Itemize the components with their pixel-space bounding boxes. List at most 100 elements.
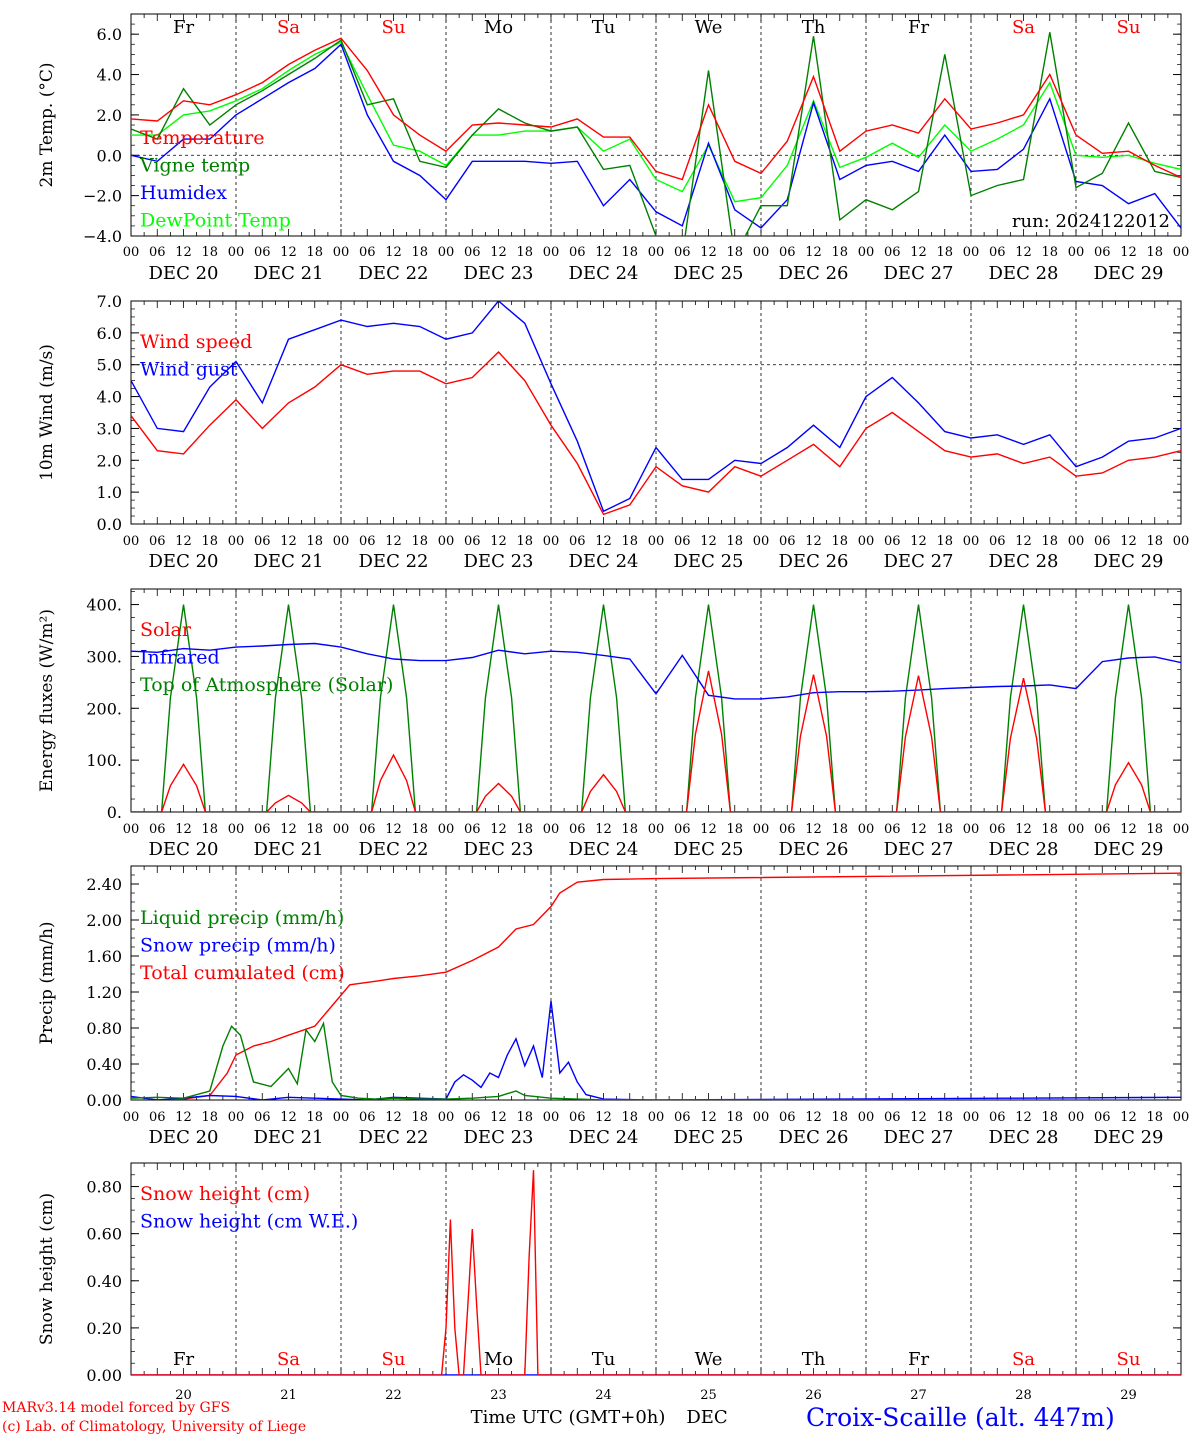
- hour-tick-label: 00: [1173, 534, 1190, 549]
- series-line-vigne-temp: [131, 32, 1181, 236]
- date-label: DEC 29: [1094, 263, 1164, 284]
- hour-tick-label: 18: [306, 534, 323, 549]
- date-label: DEC 29: [1094, 839, 1164, 860]
- hour-tick-label: 00: [858, 1110, 875, 1125]
- hour-tick-label: 18: [1146, 1110, 1163, 1125]
- hour-tick-label: 18: [201, 534, 218, 549]
- y-tick-label: 1.60: [86, 947, 122, 966]
- hour-tick-label: 18: [831, 534, 848, 549]
- panel-wind: 0.0 1.0 2.0 3.0 4.0 5.0 6.0 7.0 10m Wind (m/s) 00…: [37, 292, 1189, 572]
- hour-tick-label: 12: [175, 245, 192, 260]
- date-label: DEC 27: [884, 839, 954, 860]
- hour-tick-label: 00: [648, 534, 665, 549]
- hour-tick-label: 18: [1041, 822, 1058, 837]
- hour-tick-label: 06: [1094, 822, 1111, 837]
- hour-tick-label: 18: [306, 822, 323, 837]
- hour-tick-label: 00: [1173, 1110, 1190, 1125]
- hour-tick-label: 12: [910, 1110, 927, 1125]
- day-name-label: Sa: [1012, 17, 1035, 38]
- hour-tick-label: 06: [569, 1110, 586, 1125]
- hour-tick-label: 06: [464, 534, 481, 549]
- day-name-label: Su: [1117, 17, 1141, 38]
- hour-tick-label: 12: [490, 822, 507, 837]
- day-number-label: 21: [280, 1388, 297, 1403]
- day-number-label: 26: [805, 1388, 822, 1403]
- hour-tick-label: 18: [1146, 245, 1163, 260]
- hour-tick-label: 00: [648, 245, 665, 260]
- date-label: DEC 26: [779, 839, 849, 860]
- hour-tick-label: 18: [1146, 534, 1163, 549]
- hour-tick-label: 12: [910, 245, 927, 260]
- date-label: DEC 24: [569, 551, 639, 572]
- y-tick-label: −2.0: [83, 187, 122, 206]
- y-tick-label: 0.80: [86, 1178, 122, 1197]
- hour-tick-label: 12: [1015, 822, 1032, 837]
- hour-tick-label: 00: [438, 245, 455, 260]
- day-name-label: Su: [1117, 1349, 1141, 1370]
- date-label: DEC 22: [359, 263, 429, 284]
- hour-tick-label: 00: [543, 534, 560, 549]
- hour-tick-label: 12: [1120, 245, 1137, 260]
- lab-credit: (c) Lab. of Climatology, University of L…: [2, 1419, 307, 1435]
- y-tick-label: 2.40: [86, 875, 122, 894]
- hour-tick-label: 00: [123, 1110, 140, 1125]
- hour-tick-label: 18: [201, 245, 218, 260]
- date-label: DEC 23: [464, 839, 534, 860]
- hour-tick-label: 06: [779, 1110, 796, 1125]
- hour-tick-label: 00: [228, 534, 245, 549]
- hour-tick-label: 06: [779, 534, 796, 549]
- hour-tick-label: 18: [201, 1110, 218, 1125]
- hour-tick-label: 12: [1120, 534, 1137, 549]
- day-name-label: Th: [802, 1349, 826, 1370]
- day-number-label: 22: [385, 1388, 402, 1403]
- y-tick-label: 2.0: [97, 451, 122, 470]
- hour-tick-label: 18: [936, 822, 953, 837]
- hour-tick-label: 00: [543, 822, 560, 837]
- hour-tick-label: 06: [254, 1110, 271, 1125]
- hour-tick-label: 06: [1094, 245, 1111, 260]
- date-label: DEC 22: [359, 1127, 429, 1148]
- series-line-liquid-precip-mm-h-: [131, 1021, 1181, 1100]
- hour-tick-label: 00: [543, 1110, 560, 1125]
- hour-tick-label: 00: [753, 822, 770, 837]
- date-label: DEC 29: [1094, 1127, 1164, 1148]
- y-tick-label: 200.: [86, 699, 122, 718]
- day-name-label: Fr: [173, 17, 194, 38]
- series-line-total-cumulated-cm-: [131, 872, 1181, 1100]
- date-label: DEC 27: [884, 263, 954, 284]
- hour-tick-label: 00: [753, 534, 770, 549]
- day-name-label: Sa: [1012, 1349, 1035, 1370]
- hour-tick-label: 00: [228, 245, 245, 260]
- date-label: DEC 22: [359, 839, 429, 860]
- hour-tick-label: 18: [726, 534, 743, 549]
- day-name-label: Tu: [592, 17, 616, 38]
- date-label: DEC 26: [779, 1127, 849, 1148]
- hour-tick-label: 18: [516, 245, 533, 260]
- hour-tick-label: 18: [621, 822, 638, 837]
- hour-tick-label: 06: [359, 534, 376, 549]
- hour-tick-label: 00: [648, 1110, 665, 1125]
- hour-tick-label: 00: [1068, 245, 1085, 260]
- hour-tick-label: 00: [438, 1110, 455, 1125]
- plot-frame: [130, 588, 1182, 813]
- hour-tick-label: 00: [963, 1110, 980, 1125]
- hour-tick-label: 12: [175, 534, 192, 549]
- legend-entry: DewPoint Temp: [140, 210, 291, 232]
- y-tick-label: 1.0: [97, 483, 122, 502]
- hour-tick-label: 00: [228, 822, 245, 837]
- hour-tick-label: 00: [438, 534, 455, 549]
- day-number-label: 28: [1015, 1388, 1032, 1403]
- day-name-label: Mo: [484, 17, 513, 38]
- day-name-label: Mo: [484, 1349, 513, 1370]
- date-label: DEC 21: [254, 263, 324, 284]
- y-tick-label: 6.0: [97, 25, 122, 44]
- date-label: DEC 28: [989, 551, 1059, 572]
- hour-tick-label: 06: [149, 1110, 166, 1125]
- hour-tick-label: 00: [753, 1110, 770, 1125]
- date-label: DEC 23: [464, 263, 534, 284]
- hour-tick-label: 00: [1068, 1110, 1085, 1125]
- y-tick-label: 4.0: [97, 66, 122, 85]
- hour-tick-label: 00: [963, 534, 980, 549]
- date-label: DEC 20: [149, 263, 219, 284]
- hour-tick-label: 00: [858, 245, 875, 260]
